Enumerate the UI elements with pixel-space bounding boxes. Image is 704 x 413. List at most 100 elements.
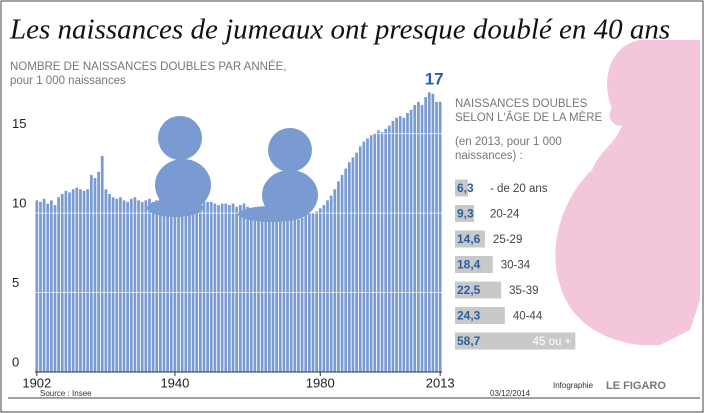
bar bbox=[398, 116, 402, 373]
bar bbox=[79, 189, 82, 372]
x-tick-label: 1980 bbox=[306, 375, 335, 390]
y-tick-label: 10 bbox=[12, 196, 26, 211]
bar bbox=[337, 181, 340, 372]
bar bbox=[151, 201, 155, 372]
bar bbox=[438, 101, 442, 373]
bar bbox=[195, 195, 199, 372]
bar bbox=[140, 201, 144, 372]
bar bbox=[420, 105, 424, 373]
bar bbox=[347, 162, 351, 372]
side-title: NAISSANCES DOUBLES bbox=[455, 98, 588, 110]
credit: Infographie bbox=[553, 381, 594, 390]
bar bbox=[333, 189, 337, 372]
bar bbox=[246, 206, 249, 372]
value-label: 24,3 bbox=[457, 309, 481, 323]
bar bbox=[177, 197, 180, 372]
bar bbox=[455, 256, 493, 273]
side-subtitle: (en 2013, pour 1 000 bbox=[455, 136, 562, 148]
bar bbox=[260, 209, 264, 372]
bar bbox=[424, 97, 428, 373]
bar bbox=[387, 125, 391, 372]
bar bbox=[344, 168, 348, 372]
plot: NOMBRE DE NAISSANCES DOUBLES PAR ANNÉE, p… bbox=[10, 60, 455, 390]
category-label: 25-29 bbox=[493, 234, 522, 246]
bar bbox=[286, 217, 289, 372]
category-label: 40-44 bbox=[513, 311, 543, 323]
bar bbox=[304, 214, 308, 372]
bar bbox=[297, 219, 300, 372]
bar bbox=[362, 141, 366, 372]
bar bbox=[235, 206, 239, 372]
bar bbox=[278, 216, 282, 372]
value-label: 58,7 bbox=[457, 334, 481, 348]
bar bbox=[93, 178, 97, 372]
bar bbox=[129, 198, 133, 372]
category-label: - de 20 ans bbox=[490, 183, 548, 195]
bar bbox=[455, 205, 475, 222]
bar bbox=[413, 105, 417, 373]
subtitle: pour 1 000 naissances bbox=[10, 75, 126, 87]
bar bbox=[409, 109, 413, 372]
bar bbox=[326, 200, 329, 372]
bar bbox=[202, 200, 206, 372]
bar bbox=[148, 198, 151, 372]
bar bbox=[89, 174, 93, 372]
silhouette bbox=[555, 40, 700, 345]
value-label: 18,4 bbox=[457, 258, 481, 272]
x-tick-label: 1902 bbox=[22, 375, 51, 390]
bar bbox=[126, 201, 130, 372]
bar bbox=[351, 157, 355, 372]
bar bbox=[329, 195, 333, 372]
bar bbox=[100, 155, 104, 372]
value-label: 17 bbox=[425, 69, 444, 88]
bar bbox=[111, 197, 115, 372]
side-subtitle: naissances) : bbox=[455, 150, 523, 162]
bar bbox=[355, 152, 358, 372]
bar bbox=[71, 189, 75, 372]
x-tick-label: 2013 bbox=[426, 375, 455, 390]
bar bbox=[53, 205, 57, 372]
bar bbox=[122, 200, 126, 372]
source: Source : Insee bbox=[40, 389, 92, 398]
bar bbox=[242, 203, 246, 372]
bar bbox=[184, 198, 188, 372]
title: Les naissances de jumeaux ont presque do… bbox=[9, 14, 670, 46]
bar bbox=[166, 200, 170, 372]
value-label: 6,3 bbox=[457, 181, 474, 195]
value-label: 22,5 bbox=[457, 283, 481, 297]
y-tick-label: 5 bbox=[12, 275, 19, 290]
bar bbox=[57, 197, 60, 372]
bar bbox=[373, 133, 377, 372]
x-tick-label: 1940 bbox=[160, 375, 189, 390]
category-label: 30-34 bbox=[501, 260, 531, 272]
bar bbox=[198, 198, 202, 372]
bar bbox=[340, 174, 344, 372]
bar bbox=[395, 117, 398, 372]
bar bbox=[155, 200, 159, 372]
category-label: 35-39 bbox=[509, 285, 538, 297]
bar bbox=[159, 197, 162, 372]
bar bbox=[144, 200, 148, 372]
bar bbox=[104, 189, 108, 372]
bar bbox=[358, 146, 362, 372]
bar bbox=[35, 200, 39, 372]
bar bbox=[119, 197, 122, 372]
bar bbox=[191, 194, 195, 372]
bar bbox=[289, 217, 293, 372]
bar bbox=[133, 197, 137, 372]
bar bbox=[369, 135, 373, 372]
side-title: SELON L'ÂGE DE LA MÈRE bbox=[455, 111, 603, 124]
bar bbox=[82, 190, 86, 372]
bar bbox=[275, 214, 279, 372]
bar bbox=[318, 208, 322, 372]
bar bbox=[417, 101, 420, 373]
bar bbox=[97, 171, 100, 372]
bar bbox=[377, 130, 380, 372]
bar bbox=[406, 112, 409, 373]
bar bbox=[249, 208, 253, 372]
bar bbox=[384, 128, 388, 372]
bar bbox=[137, 200, 140, 372]
publisher: LE FIGARO bbox=[606, 380, 666, 392]
bar bbox=[108, 194, 111, 372]
